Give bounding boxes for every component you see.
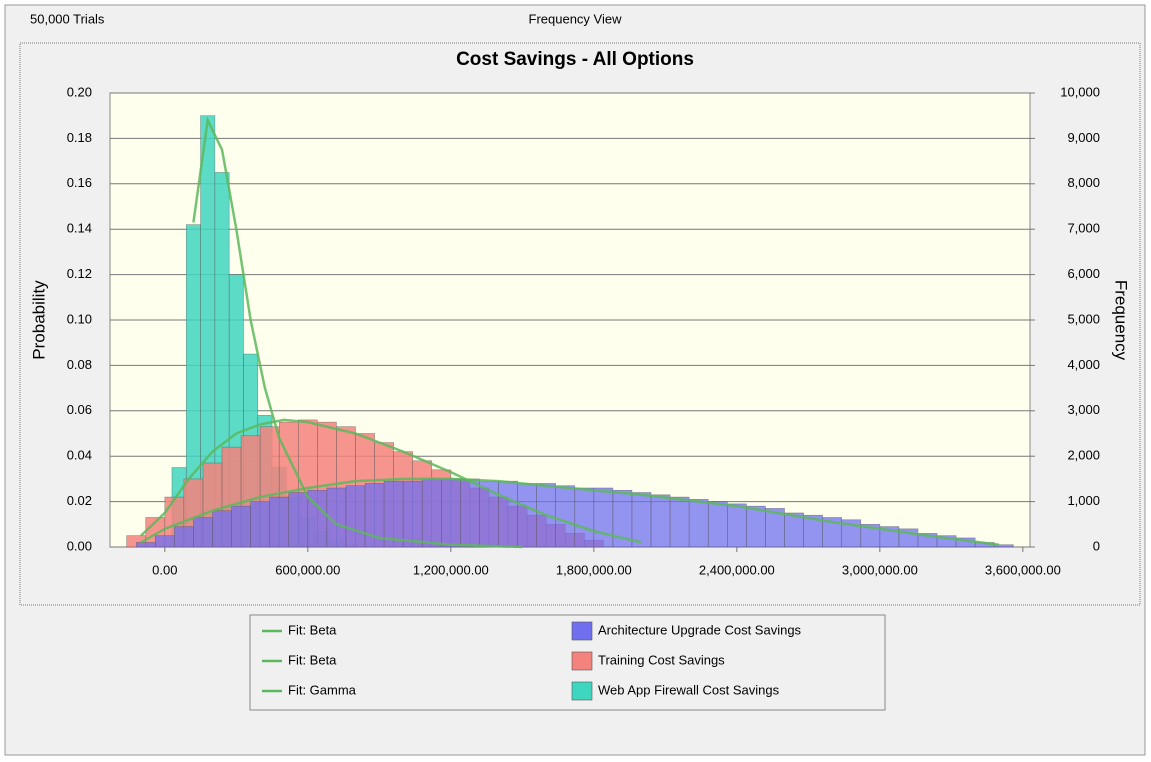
y2-tick-label: 2,000 — [1067, 448, 1100, 463]
bar — [631, 492, 652, 548]
y2-tick-label: 0 — [1093, 538, 1100, 553]
legend-label: Web App Firewall Cost Savings — [598, 682, 780, 697]
y-tick-label: 0.02 — [67, 493, 92, 508]
x-tick-label: 3,600,000.00 — [985, 562, 1061, 577]
legend-label: Fit: Beta — [288, 622, 337, 637]
bar — [174, 526, 194, 548]
y2-tick-label: 5,000 — [1067, 311, 1100, 326]
bar — [440, 478, 461, 548]
bar — [517, 483, 537, 548]
y-tick-label: 0.10 — [67, 311, 92, 326]
legend-label: Training Cost Savings — [598, 652, 725, 667]
bar — [669, 496, 690, 548]
legend-label: Fit: Beta — [288, 652, 337, 667]
bar — [993, 544, 1014, 548]
y-tick-label: 0.14 — [67, 221, 92, 236]
bar — [688, 499, 709, 548]
bar — [269, 496, 290, 548]
y-tick-label: 0.04 — [67, 448, 92, 463]
y2-tick-label: 4,000 — [1067, 357, 1100, 372]
bar — [402, 480, 423, 548]
y2-tick-label: 6,000 — [1067, 266, 1100, 281]
y-axis-label: Probability — [29, 280, 48, 360]
bar — [193, 517, 213, 548]
bar — [212, 510, 232, 548]
x-tick-label: 1,200,000.00 — [413, 562, 489, 577]
x-tick-label: 600,000.00 — [275, 562, 340, 577]
y2-tick-label: 7,000 — [1067, 221, 1100, 236]
y-tick-label: 0.16 — [67, 175, 92, 190]
x-tick-label: 3,000,000.00 — [842, 562, 918, 577]
fit-line — [192, 115, 523, 549]
fit-line — [140, 477, 1000, 546]
view-label: Frequency View — [529, 11, 623, 26]
bar — [345, 485, 366, 548]
bar — [707, 501, 728, 548]
y2-tick-label: 8,000 — [1067, 175, 1100, 190]
legend-label: Architecture Upgrade Cost Savings — [598, 622, 802, 637]
legend-label: Fit: Gamma — [288, 682, 357, 697]
bar — [460, 478, 480, 548]
bar — [288, 492, 309, 548]
bar — [231, 505, 251, 548]
bar — [555, 485, 576, 548]
legend-swatch — [571, 621, 593, 641]
x-tick-label: 0.00 — [152, 562, 177, 577]
y-tick-label: 0.20 — [67, 84, 92, 99]
chart-title: Cost Savings - All Options — [456, 49, 694, 70]
bar — [784, 512, 804, 548]
legend-swatch — [571, 651, 593, 671]
legend — [249, 614, 886, 711]
y-tick-label: 0.08 — [67, 357, 92, 372]
y-tick-label: 0.00 — [67, 538, 92, 553]
bar — [154, 535, 175, 548]
y2-tick-label: 1,000 — [1067, 493, 1100, 508]
y2-tick-label: 9,000 — [1067, 130, 1100, 145]
legend-swatch — [571, 681, 593, 701]
x-tick-label: 2,400,000.00 — [699, 562, 775, 577]
bar — [383, 480, 404, 548]
bar — [574, 487, 595, 548]
bar — [746, 505, 766, 548]
y2-tick-label: 10,000 — [1060, 84, 1100, 99]
bar — [498, 480, 518, 548]
bar — [727, 503, 747, 548]
bar — [135, 542, 156, 548]
y2-tick-label: 3,000 — [1067, 402, 1100, 417]
y-tick-label: 0.06 — [67, 402, 92, 417]
bar — [650, 494, 671, 548]
y-tick-label: 0.12 — [67, 266, 92, 281]
bar — [593, 487, 614, 548]
y2-axis-label: Frequency — [1112, 280, 1131, 361]
bar — [421, 478, 442, 548]
x-tick-label: 1,800,000.00 — [556, 562, 632, 577]
trials-label: 50,000 Trials — [30, 11, 105, 26]
bar — [250, 501, 270, 548]
fit-line — [140, 418, 642, 544]
y-tick-label: 0.18 — [67, 130, 92, 145]
